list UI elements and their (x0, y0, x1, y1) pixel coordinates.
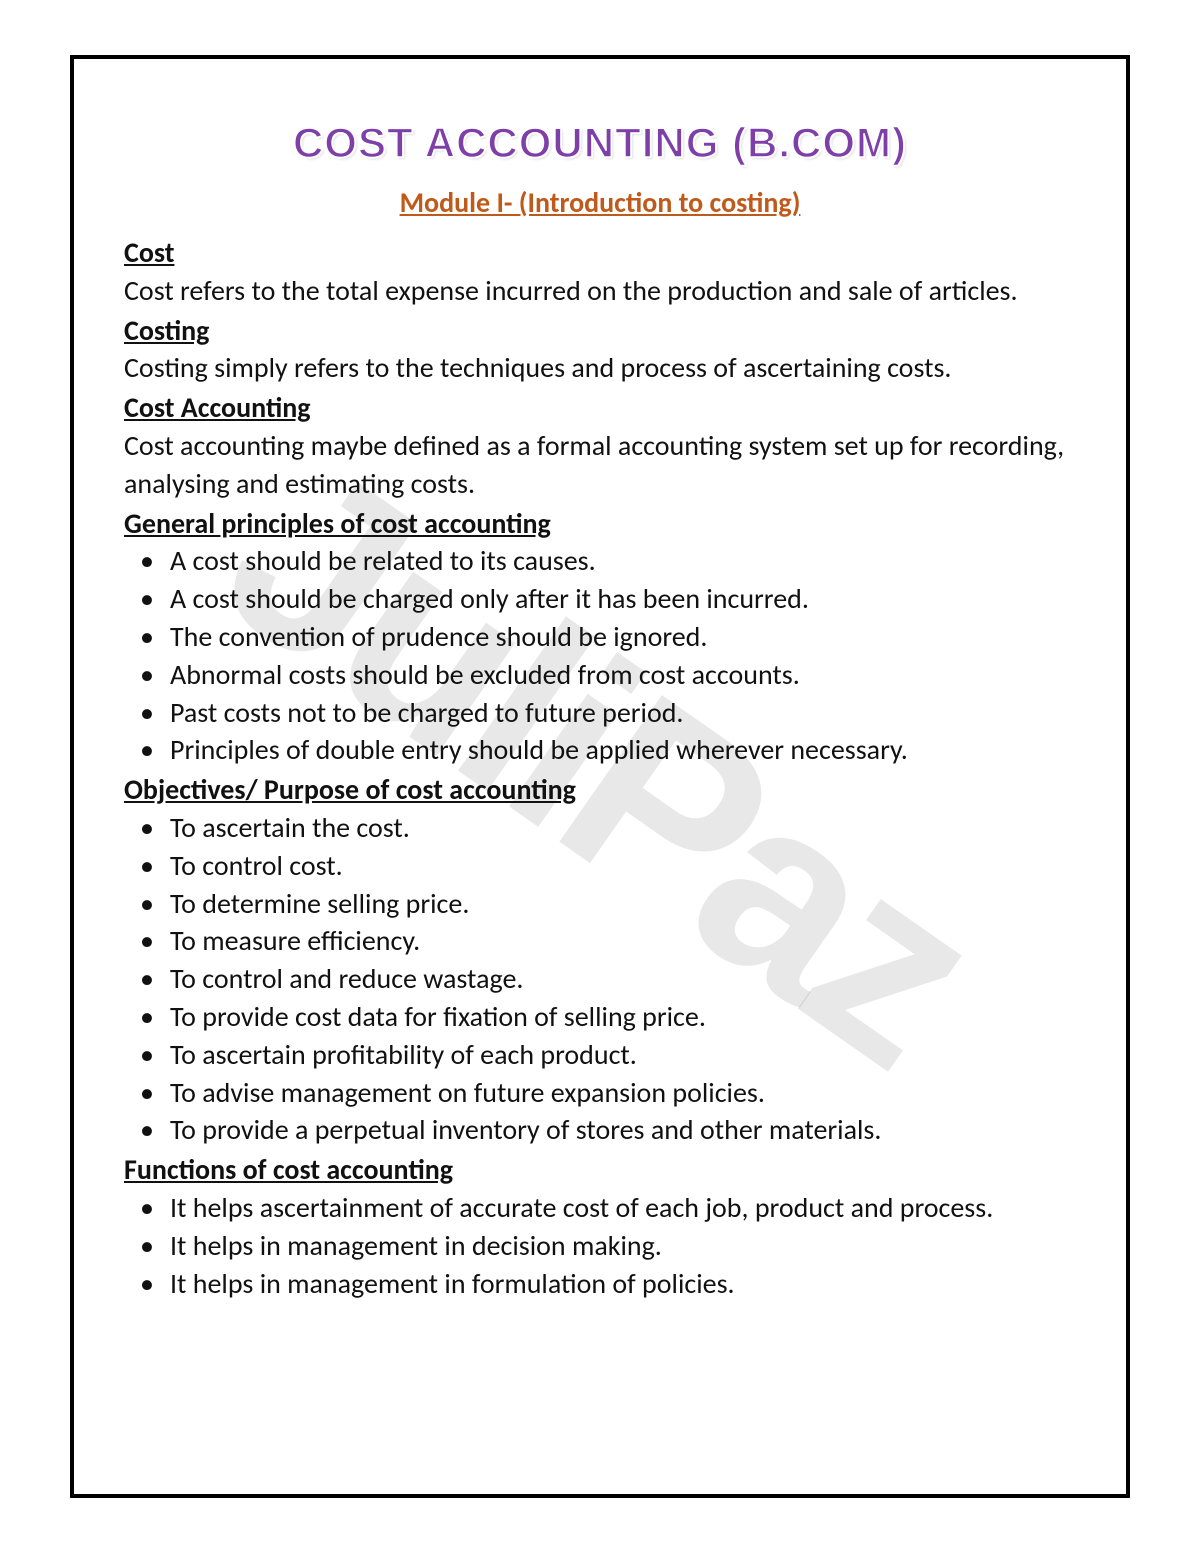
list-item: To provide a perpetual inventory of stor… (124, 1111, 1076, 1149)
heading-costing: Costing (124, 312, 1076, 350)
list-item: The convention of prudence should be ign… (124, 618, 1076, 656)
list-objectives: To ascertain the cost. To control cost. … (124, 809, 1076, 1149)
list-item: To control and reduce wastage. (124, 960, 1076, 998)
list-item: To advise management on future expansion… (124, 1074, 1076, 1112)
list-functions: It helps ascertainment of accurate cost … (124, 1189, 1076, 1302)
heading-objectives: Objectives/ Purpose of cost accounting (124, 771, 1076, 809)
module-subtitle: Module I- (Introduction to costing) (124, 185, 1076, 220)
document-content: COST ACCOUNTING (B.COM) Module I- (Intro… (124, 119, 1076, 1302)
list-item: Abnormal costs should be excluded from c… (124, 656, 1076, 694)
heading-functions: Functions of cost accounting (124, 1151, 1076, 1189)
list-item: To measure efficiency. (124, 922, 1076, 960)
heading-cost: Cost (124, 234, 1076, 272)
body-cost-accounting: Cost accounting maybe defined as a forma… (124, 427, 1076, 503)
list-item: Past costs not to be charged to future p… (124, 694, 1076, 732)
list-item: It helps ascertainment of accurate cost … (124, 1189, 1076, 1227)
page-border: JuliPaz COST ACCOUNTING (B.COM) Module I… (70, 55, 1130, 1498)
list-item: To provide cost data for fixation of sel… (124, 998, 1076, 1036)
list-general-principles: A cost should be related to its causes. … (124, 542, 1076, 769)
list-item: Principles of double entry should be app… (124, 731, 1076, 769)
list-item: To control cost. (124, 847, 1076, 885)
body-cost: Cost refers to the total expense incurre… (124, 272, 1076, 310)
heading-general-principles: General principles of cost accounting (124, 505, 1076, 543)
list-item: To determine selling price. (124, 885, 1076, 923)
main-title: COST ACCOUNTING (B.COM) (124, 119, 1076, 167)
list-item: It helps in management in decision makin… (124, 1227, 1076, 1265)
list-item: A cost should be related to its causes. (124, 542, 1076, 580)
list-item: To ascertain profitability of each produ… (124, 1036, 1076, 1074)
list-item: To ascertain the cost. (124, 809, 1076, 847)
body-costing: Costing simply refers to the techniques … (124, 349, 1076, 387)
heading-cost-accounting: Cost Accounting (124, 389, 1076, 427)
list-item: It helps in management in formulation of… (124, 1265, 1076, 1303)
list-item: A cost should be charged only after it h… (124, 580, 1076, 618)
